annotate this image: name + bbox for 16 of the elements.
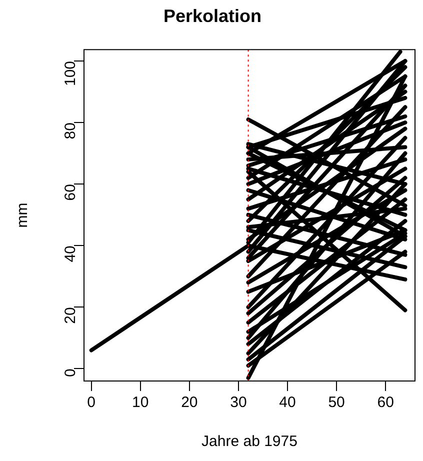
x-tick-label: 10 <box>132 394 149 412</box>
y-tick-label: 0 <box>62 368 80 378</box>
y-tick-label: 20 <box>62 307 80 324</box>
chart-title: Perkolation <box>163 6 262 26</box>
x-tick-label: 40 <box>279 394 296 412</box>
x-tick-label: 20 <box>181 394 198 412</box>
y-tick-label: 100 <box>62 60 80 86</box>
y-tick-label: 60 <box>62 184 80 201</box>
x-tick-label: 50 <box>328 394 345 412</box>
y-tick-label: 80 <box>62 122 80 140</box>
y-axis-title: mm <box>14 202 32 228</box>
x-tick-label: 60 <box>377 394 394 412</box>
x-tick-label: 30 <box>230 394 247 412</box>
y-tick-label: 40 <box>62 246 80 262</box>
x-axis-title: Jahre ab 1975 <box>202 433 298 450</box>
x-tick-label: 0 <box>87 394 96 412</box>
